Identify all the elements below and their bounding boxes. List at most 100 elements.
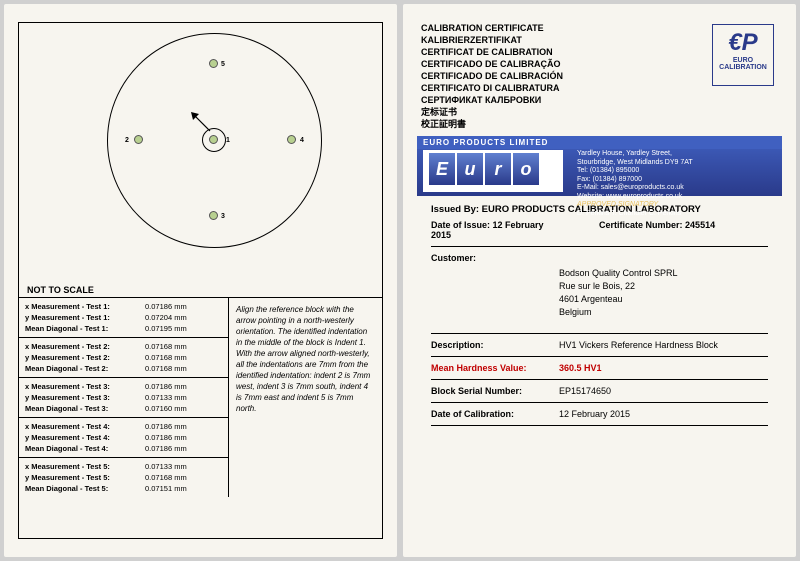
cert-title-8: 校正証明書	[421, 118, 563, 130]
measure-label: Mean Diagonal - Test 4:	[25, 443, 145, 454]
indent-dot-3	[209, 211, 218, 220]
certificate-header: CALIBRATION CERTIFICATEKALIBRIERZERTIFIK…	[417, 18, 782, 136]
caldate-value: 12 February 2015	[559, 409, 768, 419]
logo-calibration: CALIBRATION	[713, 64, 773, 71]
measurement-table: x Measurement - Test 1:0.07186 mmy Measu…	[19, 298, 229, 497]
measure-value: 0.07186 mm	[145, 421, 187, 432]
cert-title-3: CERTIFICADO DE CALIBRAÇÃO	[421, 58, 563, 70]
measure-value: 0.07168 mm	[145, 352, 187, 363]
left-border: 1 2 3 4 5 NOT TO SCALE x Measurement - T…	[18, 22, 383, 539]
euro-letter-3: o	[513, 153, 539, 185]
company-band: EURO PRODUCTS LIMITED Euro Yardley House…	[417, 136, 782, 196]
measure-value: 0.07168 mm	[145, 472, 187, 483]
indent-dot-2	[134, 135, 143, 144]
customer-address: Bodson Quality Control SPRL Rue sur le B…	[559, 267, 768, 319]
customer-line-2: Rue sur le Bois, 22	[559, 280, 768, 293]
measure-value: 0.07168 mm	[145, 363, 187, 374]
measure-label: x Measurement - Test 2:	[25, 341, 145, 352]
divider-2	[431, 333, 768, 334]
serial-label: Block Serial Number:	[431, 386, 559, 396]
cert-title-7: 定标证书	[421, 106, 563, 118]
customer-line-1: Bodson Quality Control SPRL	[559, 267, 768, 280]
desc-label: Description:	[431, 340, 559, 350]
measure-value: 0.07133 mm	[145, 392, 187, 403]
divider-6	[431, 425, 768, 426]
approved-signatory: APPROVED SIGNATORY	[577, 201, 693, 210]
fax-line: Fax: (01384) 897000	[577, 176, 693, 185]
email-line: E-Mail: sales@europroducts.co.uk	[577, 184, 693, 193]
addr-line-2: Stourbridge, West Midlands DY9 7AT	[577, 159, 693, 168]
certificate-body: Issued By: EURO PRODUCTS CALIBRATION LAB…	[417, 196, 782, 440]
euro-logo: €P EURO CALIBRATION	[712, 24, 774, 86]
test-group-5: x Measurement - Test 5:0.07133 mmy Measu…	[19, 458, 228, 497]
measure-value: 0.07151 mm	[145, 483, 187, 494]
band-title: EURO PRODUCTS LIMITED	[417, 136, 782, 149]
cert-title-0: CALIBRATION CERTIFICATE	[421, 22, 563, 34]
indent-diagram: 1 2 3 4 5	[19, 23, 382, 283]
logo-ep: €P	[713, 29, 773, 57]
measure-label: Mean Diagonal - Test 3:	[25, 403, 145, 414]
divider-3	[431, 356, 768, 357]
customer-line-3: 4601 Argenteau	[559, 293, 768, 306]
measure-label: x Measurement - Test 5:	[25, 461, 145, 472]
euro-letter-1: u	[457, 153, 483, 185]
certificate-titles: CALIBRATION CERTIFICATEKALIBRIERZERTIFIK…	[421, 18, 563, 130]
cert-title-5: CERTIFICATO DI CALIBRATURA	[421, 82, 563, 94]
divider-1	[431, 246, 768, 247]
serial-value: EP15174650	[559, 386, 768, 396]
customer-label: Customer:	[431, 253, 559, 263]
tel-line: Tel: (01384) 895000	[577, 167, 693, 176]
instruction-text: Align the reference block with the arrow…	[229, 298, 382, 497]
measure-value: 0.07186 mm	[145, 443, 187, 454]
measure-label: Mean Diagonal - Test 2:	[25, 363, 145, 374]
company-details: Yardley House, Yardley Street, Stourbrid…	[577, 150, 693, 218]
web-line: Website: www.europroducts.co.uk	[577, 193, 693, 202]
measure-value: 0.07186 mm	[145, 432, 187, 443]
measure-value: 0.07133 mm	[145, 461, 187, 472]
signatories: D. Perkins T. Chandler C. Perkins	[577, 210, 693, 219]
measure-value: 0.07186 mm	[145, 301, 187, 312]
dot-label-5: 5	[221, 61, 225, 68]
cert-title-6: СЕРТИФИКАТ КАЛБРОВКИ	[421, 94, 563, 106]
indent-dot-4	[287, 135, 296, 144]
divider-5	[431, 402, 768, 403]
customer-line-4: Belgium	[559, 306, 768, 319]
test-group-1: x Measurement - Test 1:0.07186 mmy Measu…	[19, 298, 228, 338]
lower-section: x Measurement - Test 1:0.07186 mmy Measu…	[19, 297, 382, 497]
date-issue-label: Date of Issue: 12 February 2015	[431, 220, 559, 240]
caldate-label: Date of Calibration:	[431, 409, 559, 419]
desc-value: HV1 Vickers Reference Hardness Block	[559, 340, 768, 350]
measure-label: y Measurement - Test 3:	[25, 392, 145, 403]
euro-letter-0: E	[429, 153, 455, 185]
not-to-scale-label: NOT TO SCALE	[27, 285, 382, 295]
euro-letter-2: r	[485, 153, 511, 185]
test-group-2: x Measurement - Test 2:0.07168 mmy Measu…	[19, 338, 228, 378]
arrow-icon	[188, 109, 214, 135]
addr-line-1: Yardley House, Yardley Street,	[577, 150, 693, 159]
measure-label: y Measurement - Test 4:	[25, 432, 145, 443]
measure-value: 0.07186 mm	[145, 381, 187, 392]
test-group-4: x Measurement - Test 4:0.07186 mmy Measu…	[19, 418, 228, 458]
measure-value: 0.07168 mm	[145, 341, 187, 352]
right-page: CALIBRATION CERTIFICATEKALIBRIERZERTIFIK…	[403, 4, 796, 557]
measure-value: 0.07204 mm	[145, 312, 187, 323]
cert-title-4: CERTIFICADO DE CALIBRACIÓN	[421, 70, 563, 82]
logo-euro: EURO	[713, 57, 773, 64]
measure-value: 0.07160 mm	[145, 403, 187, 414]
measure-label: y Measurement - Test 5:	[25, 472, 145, 483]
mean-label: Mean Hardness Value:	[431, 363, 559, 373]
dot-label-4: 4	[300, 137, 304, 144]
divider-4	[431, 379, 768, 380]
cert-title-1: KALIBRIERZERTIFIKAT	[421, 34, 563, 46]
test-group-3: x Measurement - Test 3:0.07186 mmy Measu…	[19, 378, 228, 418]
indent-dot-1	[209, 135, 218, 144]
measure-label: x Measurement - Test 4:	[25, 421, 145, 432]
measure-label: x Measurement - Test 1:	[25, 301, 145, 312]
measure-label: Mean Diagonal - Test 1:	[25, 323, 145, 334]
indent-dot-5	[209, 59, 218, 68]
dot-label-2: 2	[125, 137, 129, 144]
measure-label: x Measurement - Test 3:	[25, 381, 145, 392]
measure-label: y Measurement - Test 2:	[25, 352, 145, 363]
cert-title-2: CERTIFICAT DE CALIBRATION	[421, 46, 563, 58]
cert-no-label: Certificate Number: 245514	[599, 220, 715, 240]
